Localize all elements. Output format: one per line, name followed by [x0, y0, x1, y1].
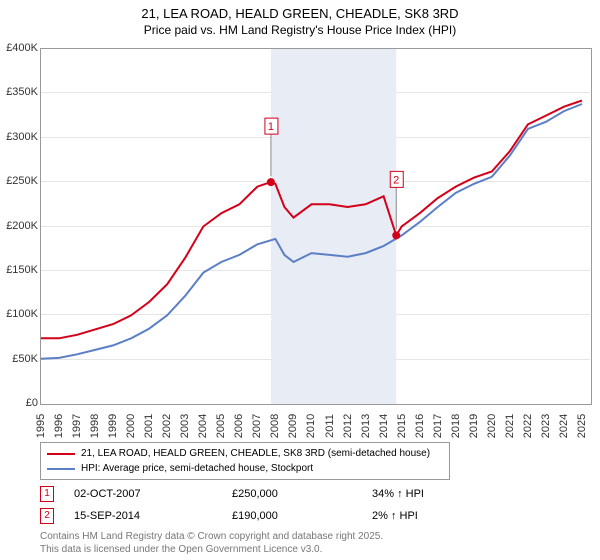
legend-row-series-1: 21, LEA ROAD, HEALD GREEN, CHEADLE, SK8 …: [47, 446, 443, 461]
svg-text:2: 2: [393, 174, 399, 186]
x-tick-label: 2020: [486, 414, 498, 438]
x-tick-label: 2012: [342, 414, 354, 438]
legend: 21, LEA ROAD, HEALD GREEN, CHEADLE, SK8 …: [40, 442, 450, 480]
x-tick-label: 1999: [107, 414, 119, 438]
sale-delta-2: 2% ↑ HPI: [372, 510, 418, 522]
x-tick-label: 2022: [522, 414, 534, 438]
svg-text:1: 1: [268, 121, 274, 133]
y-tick-label: £150K: [0, 264, 38, 276]
y-tick-label: £350K: [0, 86, 38, 98]
x-tick-label: 2018: [450, 414, 462, 438]
legend-swatch-1: [47, 453, 75, 455]
x-tick-label: 2019: [468, 414, 480, 438]
y-tick-label: £50K: [0, 353, 38, 365]
chart-plot-area: 12 1995199619971998199920002001200220032…: [40, 48, 592, 405]
x-tick-label: 2023: [540, 414, 552, 438]
legend-label-2: HPI: Average price, semi-detached house,…: [81, 461, 313, 476]
x-tick-label: 2011: [324, 414, 336, 438]
footer-line-1: Contains HM Land Registry data © Crown c…: [40, 530, 383, 543]
plot-svg: 12: [41, 49, 591, 404]
x-tick-label: 2017: [432, 414, 444, 438]
footer-attribution: Contains HM Land Registry data © Crown c…: [40, 530, 383, 556]
x-tick-label: 1995: [35, 414, 47, 438]
x-tick-label: 2002: [161, 414, 173, 438]
x-tick-label: 2013: [360, 414, 372, 438]
x-tick-label: 1998: [89, 414, 101, 438]
legend-label-1: 21, LEA ROAD, HEALD GREEN, CHEADLE, SK8 …: [81, 446, 430, 461]
sale-row-2: 2 15-SEP-2014 £190,000 2% ↑ HPI: [40, 508, 590, 524]
y-tick-label: £200K: [0, 220, 38, 232]
x-tick-label: 2024: [558, 414, 570, 438]
sale-delta-1: 34% ↑ HPI: [372, 488, 424, 500]
sale-marker-2: 2: [40, 508, 54, 524]
y-tick-label: £400K: [0, 42, 38, 54]
title-line-2: Price paid vs. HM Land Registry's House …: [0, 23, 600, 39]
x-tick-label: 2016: [414, 414, 426, 438]
x-tick-label: 2010: [305, 414, 317, 438]
x-tick-label: 2025: [576, 414, 588, 438]
sale-row-1: 1 02-OCT-2007 £250,000 34% ↑ HPI: [40, 486, 590, 502]
x-tick-label: 2004: [197, 414, 209, 438]
sale-price-1: £250,000: [232, 488, 372, 500]
x-tick-label: 2000: [125, 414, 137, 438]
chart-container: 21, LEA ROAD, HEALD GREEN, CHEADLE, SK8 …: [0, 0, 600, 560]
sale-date-2: 15-SEP-2014: [74, 510, 232, 522]
y-tick-label: £300K: [0, 131, 38, 143]
x-tick-label: 2014: [378, 414, 390, 438]
sale-marker-1: 1: [40, 486, 54, 502]
sale-date-1: 02-OCT-2007: [74, 488, 232, 500]
title-line-1: 21, LEA ROAD, HEALD GREEN, CHEADLE, SK8 …: [0, 6, 600, 23]
footer-line-2: This data is licensed under the Open Gov…: [40, 543, 383, 556]
title-block: 21, LEA ROAD, HEALD GREEN, CHEADLE, SK8 …: [0, 0, 600, 38]
x-tick-label: 2021: [504, 414, 516, 438]
x-tick-label: 2009: [287, 414, 299, 438]
legend-swatch-2: [47, 468, 75, 470]
x-tick-label: 2015: [396, 414, 408, 438]
y-tick-label: £100K: [0, 308, 38, 320]
x-tick-label: 2005: [215, 414, 227, 438]
x-tick-label: 2003: [179, 414, 191, 438]
x-tick-label: 2007: [251, 414, 263, 438]
x-tick-label: 2001: [143, 414, 155, 438]
y-tick-label: £0: [0, 397, 38, 409]
legend-row-series-2: HPI: Average price, semi-detached house,…: [47, 461, 443, 476]
x-tick-label: 2006: [233, 414, 245, 438]
x-tick-label: 1997: [71, 414, 83, 438]
x-tick-label: 2008: [269, 414, 281, 438]
x-tick-label: 1996: [53, 414, 65, 438]
sale-price-2: £190,000: [232, 510, 372, 522]
y-tick-label: £250K: [0, 175, 38, 187]
